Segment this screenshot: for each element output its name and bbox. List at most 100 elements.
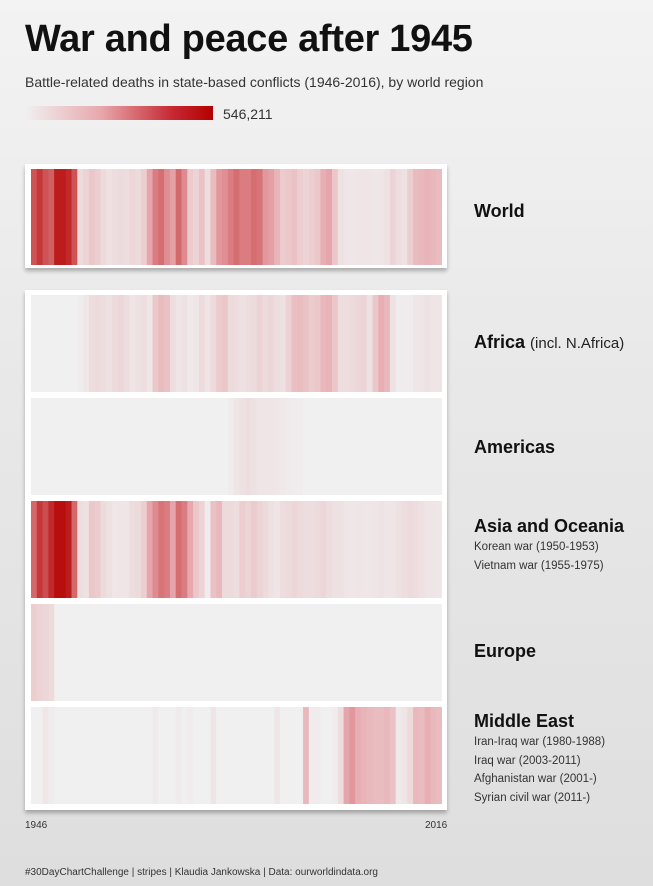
africa-stripe-1949: [48, 295, 55, 392]
world-stripe-1973: [187, 169, 194, 265]
asia-and-oceania-stripe-1979: [222, 501, 229, 598]
europe-stripe-2006: [378, 604, 385, 701]
africa-name: Africa: [474, 332, 526, 352]
europe-stripe-1964: [135, 604, 142, 701]
axis-start-label: 1946: [25, 820, 48, 831]
middle-east-stripe-1985: [256, 707, 264, 804]
asia-and-oceania-stripe-1994: [308, 501, 316, 598]
middle-east-stripe-1986: [262, 707, 269, 804]
americas-stripe-1946: [31, 398, 38, 495]
americas-stripe-1970: [169, 398, 177, 495]
americas-stripe-2009: [395, 398, 403, 495]
asia-and-oceania-stripe-1984: [250, 501, 258, 598]
africa-stripe-2008: [389, 295, 397, 392]
europe-stripe-1958: [100, 604, 107, 701]
americas-stripe-1996: [320, 398, 327, 495]
europe-stripe-1997: [326, 604, 333, 701]
world-stripe-1988: [274, 169, 281, 265]
asia-and-oceania-stripe-1960: [112, 501, 119, 598]
middle-east-stripe-1991: [291, 707, 298, 804]
africa-stripe-1973: [187, 295, 194, 392]
region-label-world: World: [474, 201, 525, 221]
world-stripe-1992: [297, 169, 304, 265]
middle-east-stripe-2012: [413, 707, 420, 804]
asia-and-oceania-stripe-1991: [291, 501, 298, 598]
asia-and-oceania-stripe-1997: [326, 501, 333, 598]
middle-east-stripe-1990: [285, 707, 293, 804]
europe-stripe-2005: [372, 604, 379, 701]
africa-stripe-2006: [378, 295, 385, 392]
middle-east-stripe-1995: [314, 707, 322, 804]
americas-stripe-2001: [349, 398, 356, 495]
world-stripe-1950: [54, 169, 61, 265]
asia-and-oceania-stripe-1968: [158, 501, 165, 598]
europe-stripe-1988: [274, 604, 281, 701]
middle-east-stripe-2010: [401, 707, 408, 804]
middle-east-stripe-1952: [65, 707, 73, 804]
americas-stripe-1994: [308, 398, 316, 495]
europe-stripe-1969: [164, 604, 171, 701]
europe-stripe-1981: [233, 604, 240, 701]
europe-stripe-1967: [152, 604, 159, 701]
asia-and-oceania-stripe-1947: [36, 501, 44, 598]
asia-and-oceania-stripe-2010: [401, 501, 408, 598]
middle-east-stripe-1949: [48, 707, 55, 804]
middle-east-stripe-1966: [146, 707, 154, 804]
americas-stripe-1991: [291, 398, 298, 495]
americas-stripe-2000: [343, 398, 350, 495]
asia-and-oceania-stripe-1956: [88, 501, 96, 598]
africa-stripe-1965: [140, 295, 148, 392]
asia-and-oceania-stripe-1961: [117, 501, 125, 598]
world-stripe-2012: [413, 169, 420, 265]
africa-stripe-2007: [384, 295, 391, 392]
world-stripe-1951: [59, 169, 67, 265]
africa-stripe-2004: [366, 295, 374, 392]
asia-and-oceania-stripe-1946: [31, 501, 38, 598]
world-stripe-1971: [175, 169, 183, 265]
asia-and-oceania-stripe-2011: [407, 501, 414, 598]
middle-east-stripe-1969: [164, 707, 171, 804]
africa-stripe-1991: [291, 295, 298, 392]
middle-east-stripe-1976: [204, 707, 212, 804]
world-stripe-1977: [210, 169, 217, 265]
europe-stripe-1980: [227, 604, 235, 701]
middle-east-stripes: [31, 707, 442, 804]
world-stripe-1960: [112, 169, 119, 265]
africa-stripe-1990: [285, 295, 293, 392]
europe-stripe-1954: [77, 604, 84, 701]
world-stripe-1949: [48, 169, 55, 265]
asia-and-oceania-stripe-1976: [204, 501, 212, 598]
americas-stripe-2003: [360, 398, 368, 495]
world-stripe-2013: [418, 169, 426, 265]
americas-stripe-1953: [71, 398, 78, 495]
africa-stripe-2012: [413, 295, 420, 392]
middle-east-stripe-2011: [407, 707, 414, 804]
africa-stripe-1947: [36, 295, 44, 392]
americas-stripe-1984: [250, 398, 258, 495]
asia-and-oceania-stripe-1977: [210, 501, 217, 598]
europe-stripe-2014: [424, 604, 432, 701]
europe-stripe-1979: [222, 604, 229, 701]
europe-stripe-1991: [291, 604, 298, 701]
region-label-asia-oceania: Asia and Oceania: [474, 516, 625, 536]
page-subtitle: Battle-related deaths in state-based con…: [25, 74, 484, 90]
americas-stripe-2006: [378, 398, 385, 495]
americas-stripe-1954: [77, 398, 84, 495]
world-stripe-2010: [401, 169, 408, 265]
europe-stripe-1983: [245, 604, 252, 701]
americas-stripe-1963: [129, 398, 136, 495]
world-stripe-1974: [193, 169, 200, 265]
africa-stripe-1968: [158, 295, 165, 392]
africa-stripe-1956: [88, 295, 96, 392]
asia-and-oceania-stripe-1957: [94, 501, 102, 598]
asia-and-oceania-stripe-2004: [366, 501, 374, 598]
africa-stripe-1975: [198, 295, 206, 392]
middle-east-stripe-1970: [169, 707, 177, 804]
americas-stripe-1960: [112, 398, 119, 495]
europe-stripe-2015: [430, 604, 437, 701]
europe-stripe-1999: [337, 604, 345, 701]
americas-stripe-1974: [193, 398, 200, 495]
middle-east-stripe-1963: [129, 707, 136, 804]
middle-east-stripe-1975: [198, 707, 206, 804]
middle-east-stripe-2001: [349, 707, 356, 804]
